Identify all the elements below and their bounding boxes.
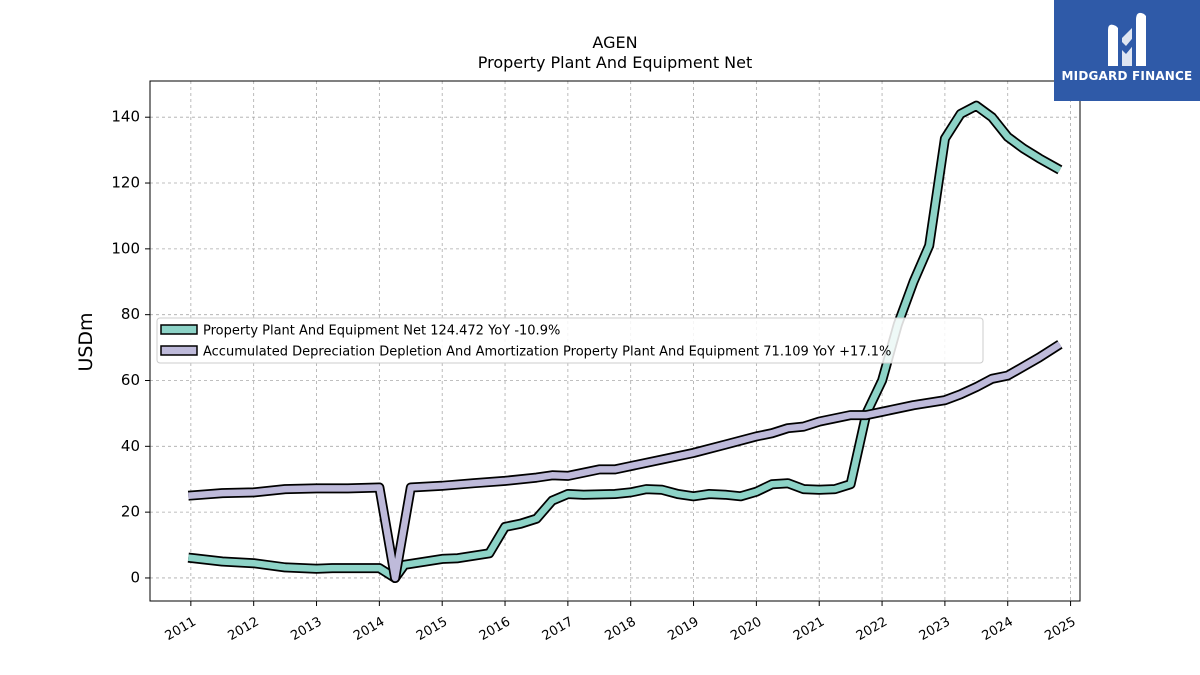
x-tick-label: 2017 — [540, 614, 576, 644]
x-tick-label: 2023 — [917, 614, 953, 644]
brand-logo-icon — [1108, 12, 1146, 67]
x-tick-label: 2019 — [665, 614, 701, 644]
y-tick-label: 120 — [111, 174, 140, 192]
x-tick-label: 2012 — [226, 614, 262, 644]
brand-name: MIDGARD FINANCE — [1061, 69, 1193, 83]
x-tick-label: 2013 — [288, 614, 324, 644]
y-axis-label: USDm — [75, 312, 97, 371]
y-tick-label: 0 — [130, 568, 140, 586]
legend-swatch-1 — [160, 324, 198, 335]
legend-swatch-2 — [160, 345, 198, 356]
y-tick-label: 80 — [121, 305, 140, 323]
chart-title-line-1: AGEN — [592, 33, 637, 52]
y-tick-label: 20 — [121, 503, 140, 521]
x-tick-label: 2015 — [414, 614, 450, 644]
x-tick-label: 2011 — [163, 614, 199, 644]
x-tick-label: 2014 — [351, 614, 387, 644]
legend-label-1: Property Plant And Equipment Net 124.472… — [203, 324, 560, 339]
series-line-2 — [188, 341, 1062, 582]
x-tick-label: 2024 — [980, 614, 1016, 644]
chart-title: AGEN Property Plant And Equipment Net — [478, 33, 753, 72]
legend: Property Plant And Equipment Net 124.472… — [156, 317, 984, 364]
y-tick-label: 40 — [121, 437, 140, 455]
legend-box — [156, 317, 984, 364]
chart-title-line-2: Property Plant And Equipment Net — [478, 53, 753, 72]
x-tick-label: 2025 — [1042, 614, 1078, 644]
x-tick-label: 2016 — [477, 614, 513, 644]
x-tick-label: 2021 — [791, 614, 827, 644]
series-lines — [187, 100, 1063, 583]
plot-frame — [149, 80, 1081, 602]
legend-label-2: Accumulated Depreciation Depletion And A… — [203, 345, 891, 360]
brand-logo-box: MIDGARD FINANCE — [1054, 0, 1200, 101]
y-tick-label: 60 — [121, 371, 140, 389]
series-line-outline-2 — [187, 340, 1063, 583]
x-tick-label: 2018 — [603, 614, 639, 644]
x-tick-label: 2020 — [728, 614, 764, 644]
y-tick-label: 100 — [111, 239, 140, 257]
y-tick-label: 140 — [111, 108, 140, 126]
x-tick-label: 2022 — [854, 614, 890, 644]
